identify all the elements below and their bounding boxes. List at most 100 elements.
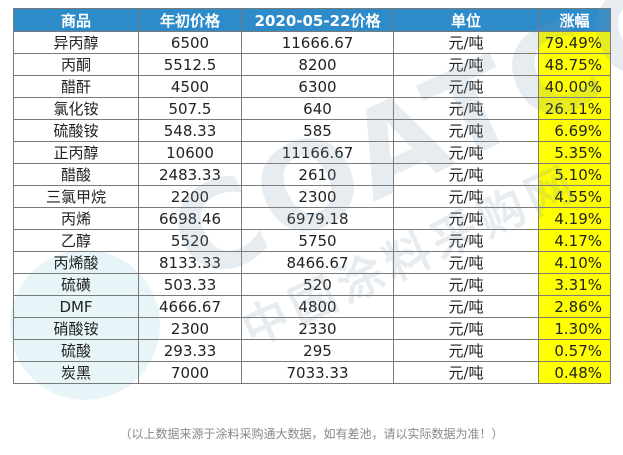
table-row: 硫磺 503.33 520 元/吨 3.31% (13, 273, 611, 296)
cell-product: DMF (13, 295, 139, 318)
header-unit: 单位 (393, 8, 539, 32)
header-current-price: 2020-05-22价格 (241, 8, 394, 32)
cell-current-price: 520 (241, 273, 394, 296)
cell-change: 3.31% (538, 273, 611, 296)
table-row: 异丙醇 6500 11666.67 元/吨 79.49% (13, 31, 611, 54)
table-row: 硫酸铵 548.33 585 元/吨 6.69% (13, 119, 611, 142)
cell-product: 正丙醇 (13, 141, 139, 164)
cell-current-price: 2610 (241, 163, 394, 186)
cell-start-price: 5520 (138, 229, 242, 252)
cell-change: 5.35% (538, 141, 611, 164)
cell-unit: 元/吨 (393, 317, 539, 340)
cell-start-price: 2483.33 (138, 163, 242, 186)
cell-change: 26.11% (538, 97, 611, 120)
cell-change: 4.19% (538, 207, 611, 230)
cell-unit: 元/吨 (393, 207, 539, 230)
table-row: 正丙醇 10600 11166.67 元/吨 5.35% (13, 141, 611, 164)
cell-product: 乙醇 (13, 229, 139, 252)
table-row: 硝酸铵 2300 2330 元/吨 1.30% (13, 317, 611, 340)
price-table: 商品 年初价格 2020-05-22价格 单位 涨幅 异丙醇 6500 11666.… (13, 8, 611, 384)
cell-product: 丙酮 (13, 53, 139, 76)
cell-product: 硫磺 (13, 273, 139, 296)
cell-change: 1.30% (538, 317, 611, 340)
table-row: 醋酸 2483.33 2610 元/吨 5.10% (13, 163, 611, 186)
table-row: 硫酸 293.33 295 元/吨 0.57% (13, 339, 611, 362)
cell-unit: 元/吨 (393, 185, 539, 208)
cell-current-price: 11166.67 (241, 141, 394, 164)
header-change: 涨幅 (538, 8, 611, 32)
cell-change: 0.48% (538, 361, 611, 384)
price-table-container: 商品 年初价格 2020-05-22价格 单位 涨幅 异丙醇 6500 11666.… (13, 8, 611, 384)
table-row: 丙烯酸 8133.33 8466.67 元/吨 4.10% (13, 251, 611, 274)
table-header-row: 商品 年初价格 2020-05-22价格 单位 涨幅 (13, 8, 611, 32)
cell-start-price: 2200 (138, 185, 242, 208)
cell-current-price: 640 (241, 97, 394, 120)
cell-unit: 元/吨 (393, 295, 539, 318)
cell-unit: 元/吨 (393, 53, 539, 76)
cell-unit: 元/吨 (393, 229, 539, 252)
table-row: 丙酮 5512.5 8200 元/吨 48.75% (13, 53, 611, 76)
cell-change: 79.49% (538, 31, 611, 54)
cell-current-price: 585 (241, 119, 394, 142)
cell-product: 氯化铵 (13, 97, 139, 120)
header-product: 商品 (13, 8, 139, 32)
cell-unit: 元/吨 (393, 75, 539, 98)
cell-product: 醋酸 (13, 163, 139, 186)
cell-start-price: 7000 (138, 361, 242, 384)
table-row: DMF 4666.67 4800 元/吨 2.86% (13, 295, 611, 318)
cell-current-price: 5750 (241, 229, 394, 252)
cell-change: 4.10% (538, 251, 611, 274)
cell-change: 5.10% (538, 163, 611, 186)
cell-start-price: 8133.33 (138, 251, 242, 274)
cell-unit: 元/吨 (393, 141, 539, 164)
table-row: 炭黑 7000 7033.33 元/吨 0.48% (13, 361, 611, 384)
cell-change: 4.55% (538, 185, 611, 208)
cell-unit: 元/吨 (393, 273, 539, 296)
cell-product: 醋酐 (13, 75, 139, 98)
cell-change: 4.17% (538, 229, 611, 252)
cell-current-price: 8200 (241, 53, 394, 76)
cell-product: 硝酸铵 (13, 317, 139, 340)
cell-current-price: 7033.33 (241, 361, 394, 384)
cell-unit: 元/吨 (393, 339, 539, 362)
cell-current-price: 11666.67 (241, 31, 394, 54)
cell-start-price: 548.33 (138, 119, 242, 142)
cell-unit: 元/吨 (393, 119, 539, 142)
table-body: 异丙醇 6500 11666.67 元/吨 79.49% 丙酮 5512.5 8200 元/吨 4… (13, 31, 611, 384)
cell-unit: 元/吨 (393, 97, 539, 120)
cell-change: 2.86% (538, 295, 611, 318)
table-row: 乙醇 5520 5750 元/吨 4.17% (13, 229, 611, 252)
cell-start-price: 2300 (138, 317, 242, 340)
cell-change: 48.75% (538, 53, 611, 76)
cell-product: 丙烯酸 (13, 251, 139, 274)
cell-product: 丙烯 (13, 207, 139, 230)
cell-start-price: 503.33 (138, 273, 242, 296)
cell-product: 三氯甲烷 (13, 185, 139, 208)
cell-start-price: 507.5 (138, 97, 242, 120)
table-row: 醋酐 4500 6300 元/吨 40.00% (13, 75, 611, 98)
cell-start-price: 293.33 (138, 339, 242, 362)
cell-unit: 元/吨 (393, 163, 539, 186)
cell-start-price: 5512.5 (138, 53, 242, 76)
cell-start-price: 6698.46 (138, 207, 242, 230)
table-row: 氯化铵 507.5 640 元/吨 26.11% (13, 97, 611, 120)
table-row: 丙烯 6698.46 6979.18 元/吨 4.19% (13, 207, 611, 230)
cell-start-price: 4500 (138, 75, 242, 98)
cell-start-price: 4666.67 (138, 295, 242, 318)
cell-current-price: 8466.67 (241, 251, 394, 274)
cell-change: 6.69% (538, 119, 611, 142)
table-row: 三氯甲烷 2200 2300 元/吨 4.55% (13, 185, 611, 208)
cell-product: 异丙醇 (13, 31, 139, 54)
cell-change: 40.00% (538, 75, 611, 98)
header-start-price: 年初价格 (138, 8, 242, 32)
cell-product: 硫酸铵 (13, 119, 139, 142)
cell-unit: 元/吨 (393, 31, 539, 54)
cell-current-price: 295 (241, 339, 394, 362)
cell-start-price: 10600 (138, 141, 242, 164)
cell-current-price: 6979.18 (241, 207, 394, 230)
cell-product: 硫酸 (13, 339, 139, 362)
cell-current-price: 2330 (241, 317, 394, 340)
cell-change: 0.57% (538, 339, 611, 362)
cell-current-price: 6300 (241, 75, 394, 98)
source-note: （以上数据来源于涂料采购通大数据，如有差池，请以实际数据为准！） (119, 427, 504, 441)
